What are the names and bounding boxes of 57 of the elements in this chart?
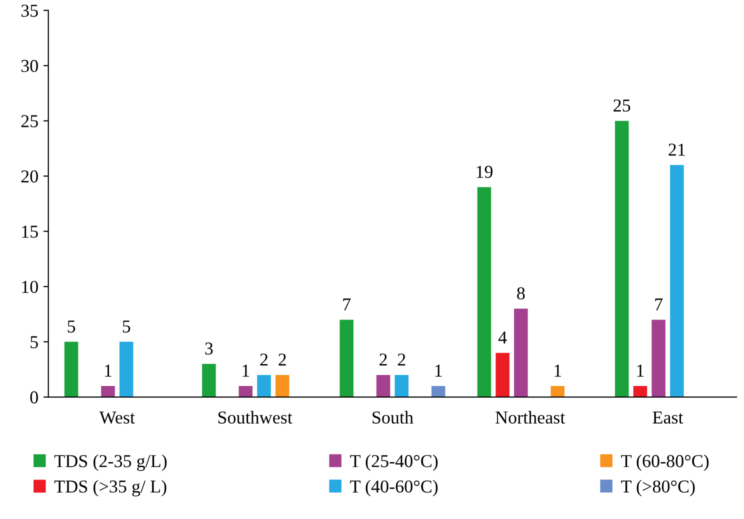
y-tick-label: 0 [30,391,38,404]
bar [376,374,390,398]
bar [119,342,134,398]
y-tick-label: 35 [21,4,38,17]
legend-label: TDS (2-35 g/L) [54,454,167,471]
bar [614,120,629,398]
bar [64,342,78,398]
data-label: 2 [398,354,406,366]
bar [238,386,253,398]
y-tick-label: 25 [21,115,38,128]
legend-label: T (40-60°C) [350,480,438,496]
y-tick-label: 30 [21,60,38,72]
legend-label: T (25-40°C) [350,454,438,471]
bar [101,386,115,398]
data-label: 1 [242,364,250,377]
y-tick-label: 15 [22,226,38,238]
bar [431,386,446,398]
x-tick-label: South [372,410,414,424]
y-tick-label: 5 [30,336,38,348]
bar [652,320,666,398]
bar [202,364,216,398]
data-label: 25 [614,99,630,112]
y-tick-label: 20 [21,170,38,183]
bar [550,386,565,398]
data-label: 5 [68,320,76,333]
x-tick-label: Northeast [496,410,566,424]
legend-label: TDS (>35 g/ L) [54,480,166,496]
data-label: 8 [517,287,525,300]
bar [477,187,492,398]
data-label: 3 [205,342,213,355]
x-tick-label: Southwest [218,410,292,424]
data-label: 2 [278,354,286,366]
data-label: 1 [105,364,112,377]
bar [340,320,354,398]
bar [394,374,409,398]
x-tick-label: East [652,412,684,424]
bar [670,165,684,398]
bar [275,374,290,398]
data-label: 1 [435,364,442,377]
bar [514,308,528,398]
legend-label: T (60-80°C) [621,454,709,471]
data-label: 21 [668,144,685,156]
legend-label: T (>80°C) [621,480,695,496]
data-label: 1 [637,364,644,377]
data-label: 4 [498,332,507,344]
data-label: 7 [343,298,351,310]
x-tick-label: West [99,412,135,424]
bar [257,374,271,398]
data-label: 1 [554,364,562,377]
bar [633,386,648,398]
data-label: 2 [380,354,387,366]
bar [496,352,510,398]
data-label: 7 [655,298,663,310]
data-label: 2 [260,354,268,366]
y-tick-label: 10 [22,280,38,294]
data-label: 19 [476,166,493,178]
data-label: 5 [122,320,130,333]
